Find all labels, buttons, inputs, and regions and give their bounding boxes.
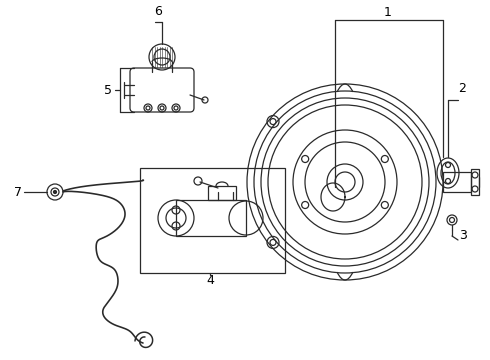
Text: 4: 4: [206, 274, 214, 287]
Text: 1: 1: [384, 5, 392, 18]
Bar: [208, 186, 236, 200]
Text: 5: 5: [104, 84, 112, 96]
Text: 7: 7: [14, 185, 22, 198]
Circle shape: [53, 190, 56, 194]
Bar: [443, 172, 471, 192]
Text: 6: 6: [154, 5, 162, 18]
Bar: [140, 168, 285, 273]
Text: 3: 3: [459, 229, 467, 242]
Bar: [176, 200, 246, 236]
Bar: [471, 169, 479, 195]
Text: 2: 2: [458, 81, 466, 95]
